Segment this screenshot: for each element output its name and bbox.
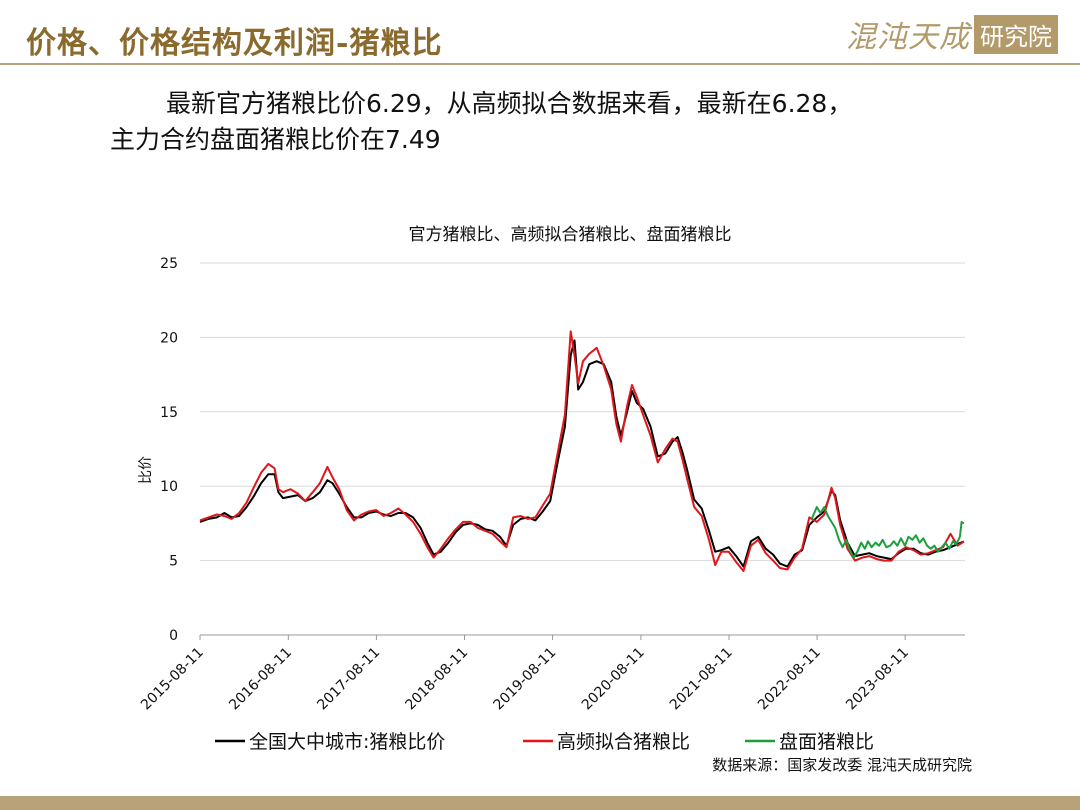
x-tick-label: 2016-08-11 <box>226 645 295 714</box>
x-tick-label: 2021-08-11 <box>667 645 736 714</box>
x-tick-label: 2019-08-11 <box>491 645 560 714</box>
grid <box>200 262 965 636</box>
logo-text: 混沌天成 <box>846 20 970 55</box>
x-tick-label: 2020-08-11 <box>579 645 648 714</box>
legend-label-2: 高频拟合猪粮比 <box>557 731 690 753</box>
y-tick-label: 15 <box>160 405 178 421</box>
x-tick-label: 2018-08-11 <box>402 645 471 714</box>
x-tick-label: 2015-08-11 <box>138 645 207 714</box>
data-source: 数据来源：国家发改委 混沌天成研究院 <box>712 756 972 774</box>
y-tick-label: 25 <box>160 256 178 272</box>
x-tick-label: 2017-08-11 <box>314 645 383 714</box>
series-line-3 <box>810 506 965 559</box>
header-divider <box>0 63 1080 65</box>
legend-label-1: 全国大中城市:猪粮比价 <box>249 731 445 753</box>
legend-label-3: 盘面猪粮比 <box>779 731 874 753</box>
chart-title: 官方猪粮比、高频拟合猪粮比、盘面猪粮比 <box>409 225 732 245</box>
x-axis: 2015-08-11 2016-08-11 2017-08-11 2018-08-11… <box>138 635 912 713</box>
x-tick-label: 2023-08-11 <box>843 645 912 714</box>
footer-bar <box>0 796 1080 810</box>
logo-box: 研究院 <box>974 14 1058 54</box>
series-line-1 <box>199 339 965 568</box>
page-title: 价格、价格结构及利润-猪粮比 <box>26 26 443 61</box>
x-tick-label: 2022-08-11 <box>755 645 824 714</box>
series-group <box>199 330 965 572</box>
summary-line-1: 最新官方猪粮比价6.29，从高频拟合数据来看，最新在6.28， <box>166 89 853 118</box>
summary-line-2: 主力合约盘面猪粮比价在7.49 <box>110 125 441 154</box>
y-tick-label: 20 <box>160 330 178 346</box>
brand-logo: 混沌天成 研究院 <box>846 14 1058 55</box>
y-tick-label: 5 <box>169 554 178 570</box>
series-line-2 <box>199 330 965 572</box>
y-tick-label: 10 <box>160 479 178 495</box>
y-axis: 0 5 10 15 20 25 <box>160 256 178 644</box>
y-tick-label: 0 <box>169 628 178 644</box>
legend: 全国大中城市:猪粮比价 高频拟合猪粮比 盘面猪粮比 <box>215 731 874 753</box>
summary-text: 最新官方猪粮比价6.29，从高频拟合数据来看，最新在6.28， 主力合约盘面猪粮… <box>110 86 1010 158</box>
y-axis-label: 比价 <box>138 456 154 484</box>
